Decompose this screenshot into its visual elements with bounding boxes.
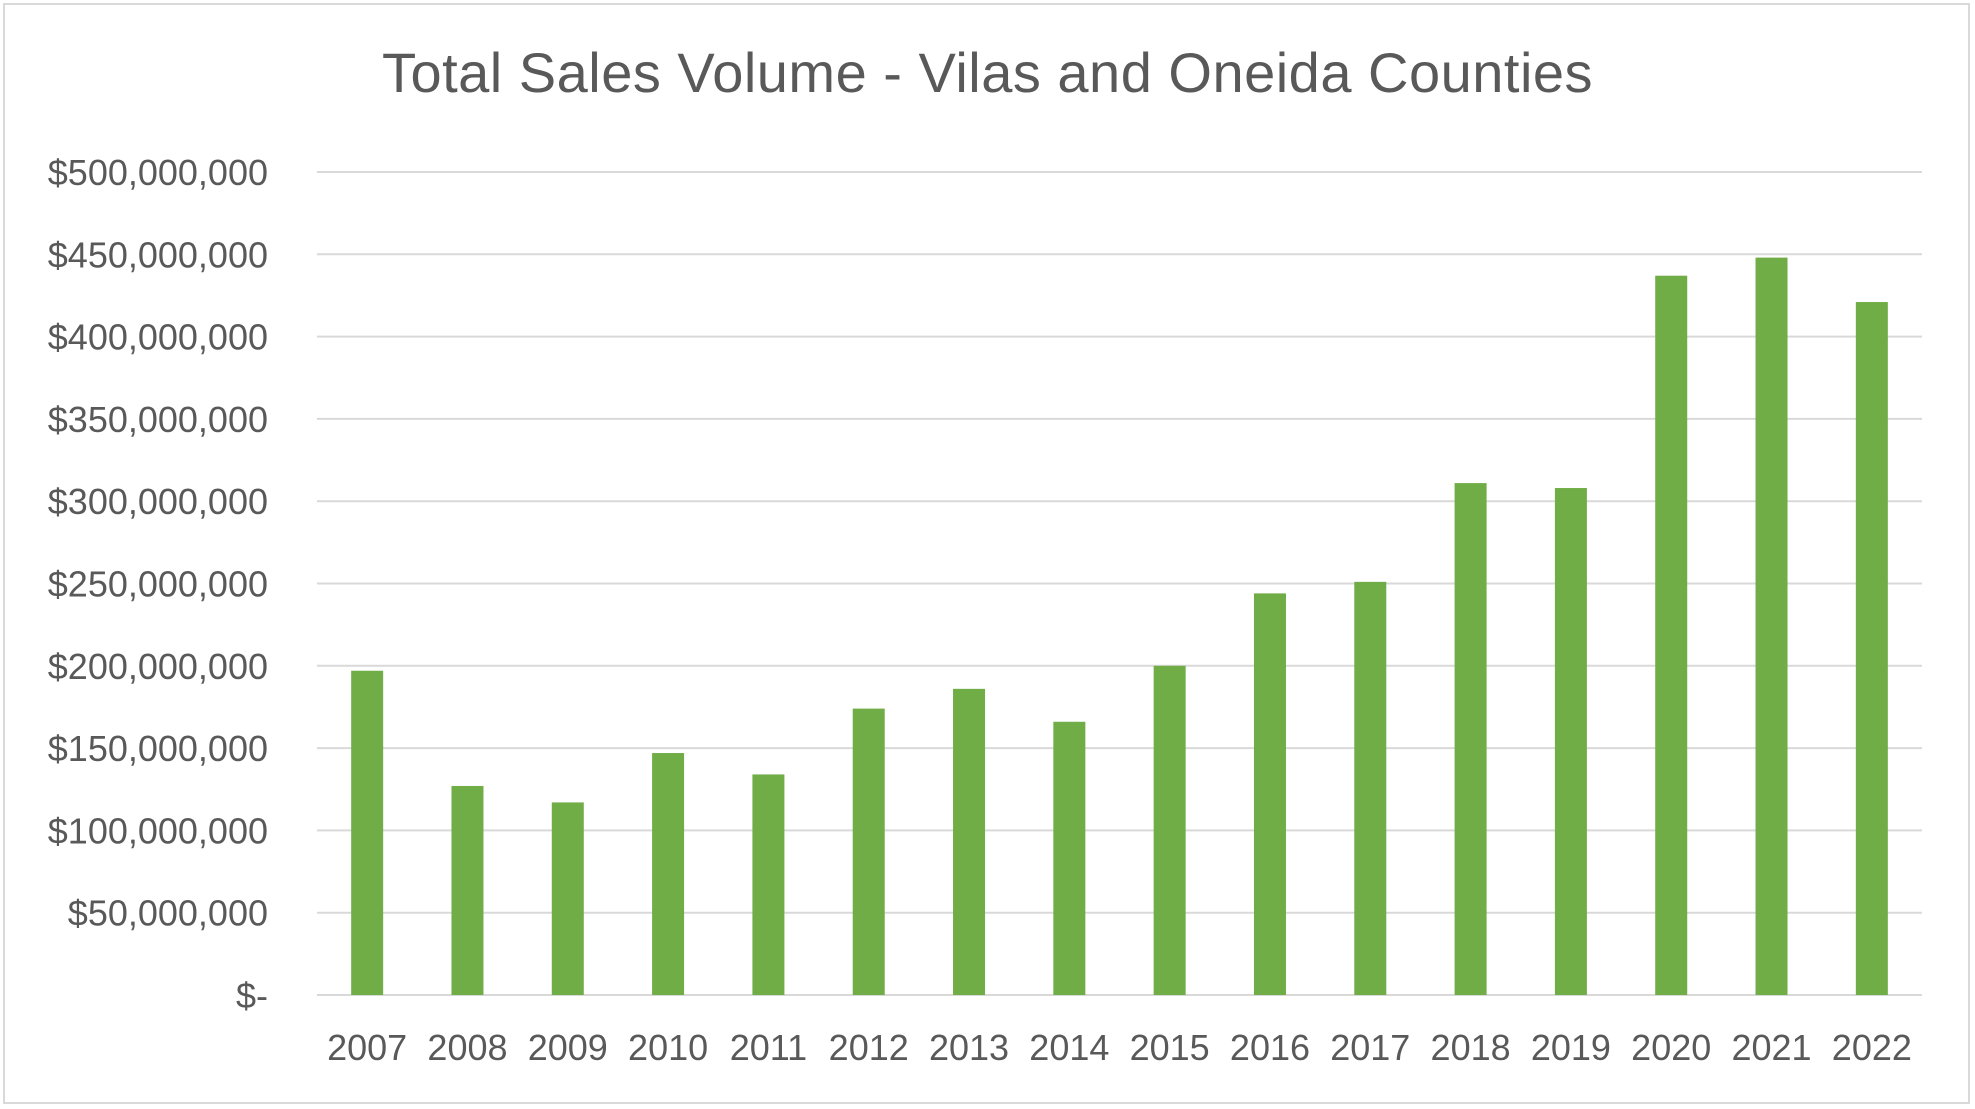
bars	[351, 257, 1888, 995]
x-tick-label: 2013	[929, 1027, 1009, 1068]
y-tick-label: $300,000,000	[48, 481, 268, 522]
x-tick-label: 2012	[829, 1027, 909, 1068]
bar-2018	[1454, 483, 1487, 995]
bar-2010	[652, 753, 685, 995]
y-tick-label: $100,000,000	[48, 810, 268, 851]
y-axis-ticks: $- $50,000,000 $100,000,000 $150,000,000 $20…	[48, 152, 268, 1016]
x-tick-label: 2021	[1731, 1027, 1811, 1068]
gridlines	[317, 171, 1922, 996]
y-tick-label: $150,000,000	[48, 728, 268, 769]
x-tick-label: 2018	[1431, 1027, 1511, 1068]
bar-2008	[451, 785, 484, 995]
chart-title: Total Sales Volume - Vilas and Oneida Co…	[381, 41, 1594, 104]
y-tick-label: $-	[236, 975, 268, 1016]
x-tick-label: 2009	[528, 1027, 608, 1068]
y-tick-label: $250,000,000	[48, 564, 268, 605]
x-tick-label: 2017	[1330, 1027, 1410, 1068]
x-tick-label: 2014	[1029, 1027, 1109, 1068]
x-tick-label: 2011	[730, 1027, 807, 1068]
bar-2014	[1053, 721, 1086, 995]
x-axis-ticks: 2007 2008 2009 2010 2011 2012 2013 2014 2015 2016…	[327, 1027, 1912, 1068]
bar-2013	[953, 688, 986, 995]
x-tick-label: 2019	[1531, 1027, 1611, 1068]
x-tick-label: 2010	[628, 1027, 708, 1068]
bar-2012	[852, 708, 885, 995]
y-tick-label: $400,000,000	[48, 317, 268, 358]
x-tick-label: 2015	[1130, 1027, 1210, 1068]
bar-2009	[551, 802, 584, 995]
x-tick-label: 2020	[1631, 1027, 1711, 1068]
bar-2020	[1655, 275, 1688, 995]
y-tick-label: $350,000,000	[48, 399, 268, 440]
chart-frame	[3, 3, 1970, 1104]
y-tick-label: $200,000,000	[48, 646, 268, 687]
x-tick-label: 2022	[1832, 1027, 1912, 1068]
bar-2015	[1153, 665, 1186, 995]
y-tick-label: $450,000,000	[48, 234, 268, 275]
bar-2017	[1354, 581, 1387, 995]
x-tick-label: 2008	[427, 1027, 507, 1068]
bar-2021	[1755, 257, 1788, 995]
y-tick-label: $500,000,000	[48, 152, 268, 193]
y-tick-label: $50,000,000	[68, 893, 268, 934]
bar-2016	[1253, 593, 1286, 995]
bar-2019	[1554, 488, 1587, 995]
bar-2011	[752, 774, 785, 995]
x-tick-label: 2007	[327, 1027, 407, 1068]
x-tick-label: 2016	[1230, 1027, 1310, 1068]
bar-2022	[1855, 302, 1888, 995]
bar-2007	[351, 670, 384, 995]
